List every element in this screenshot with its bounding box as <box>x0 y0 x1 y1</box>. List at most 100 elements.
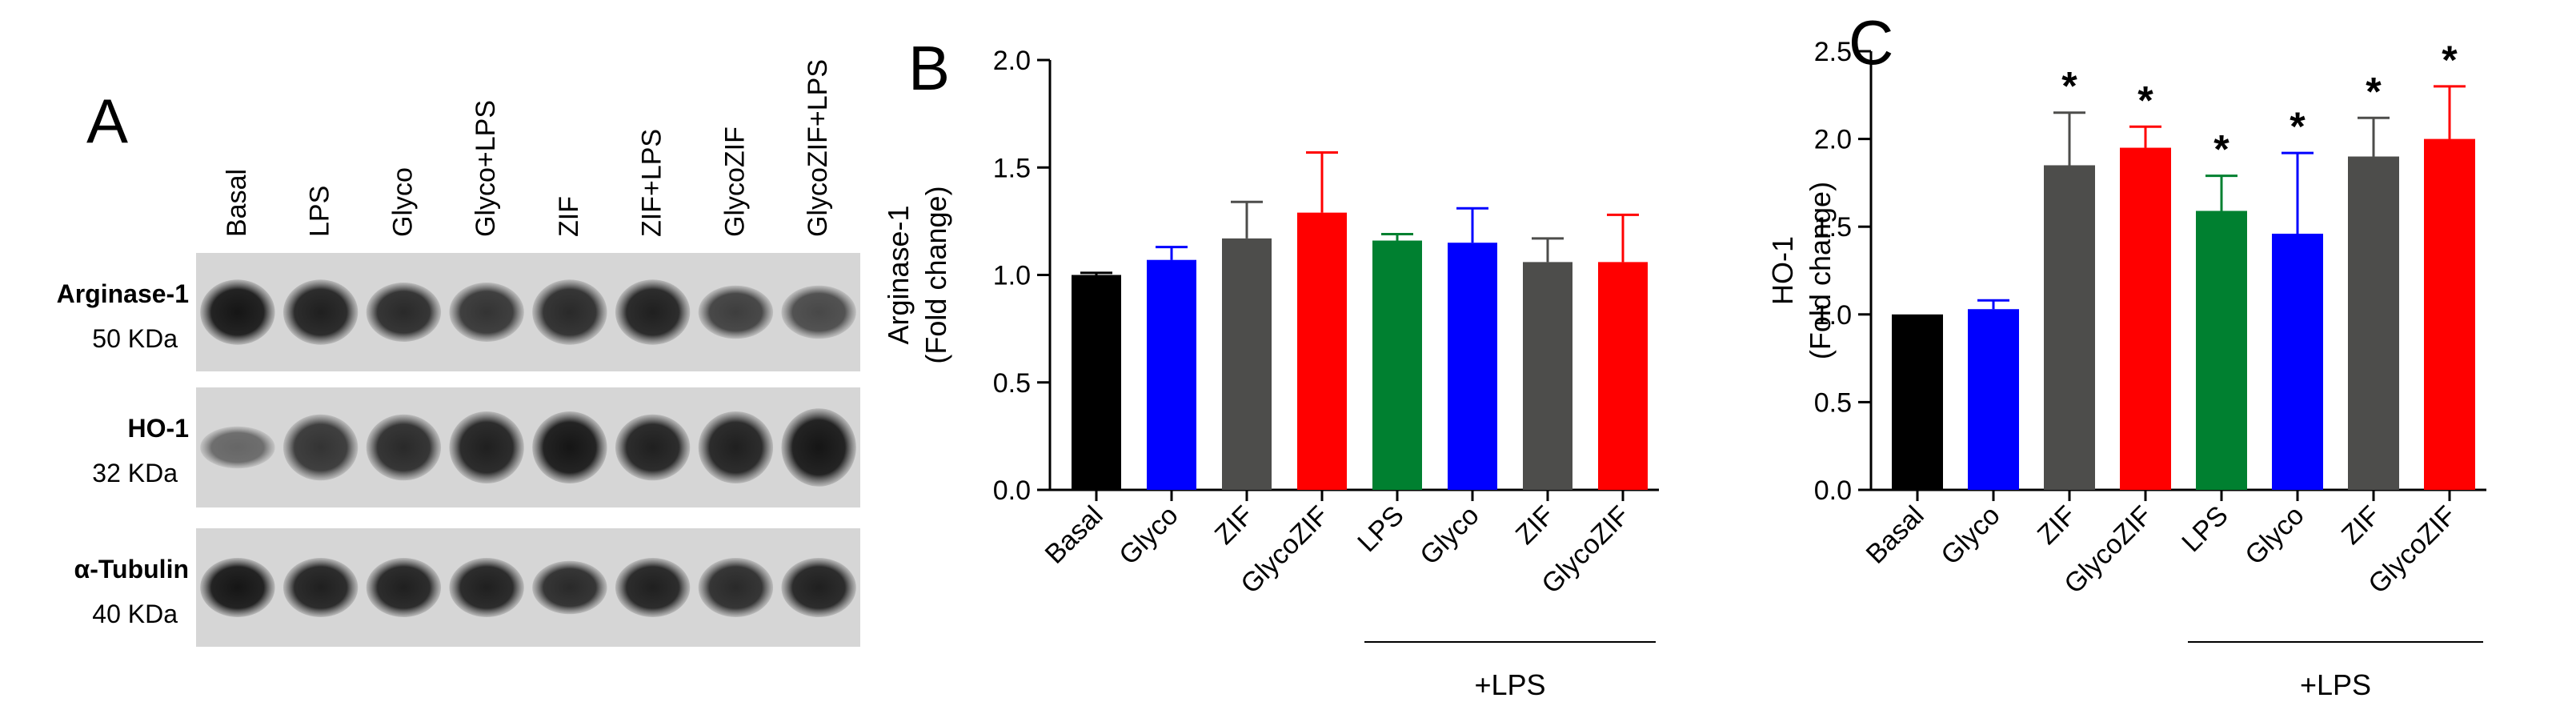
blot-band <box>282 279 359 345</box>
bar <box>2348 156 2399 490</box>
x-tick-label: Glyco <box>2239 500 2310 571</box>
bar <box>1222 238 1272 490</box>
x-tick-label: Glyco <box>1935 500 2005 571</box>
bar <box>1892 314 1943 490</box>
blot-band <box>781 558 856 617</box>
lane-label: Basal <box>222 169 252 237</box>
bar <box>2196 211 2247 490</box>
blot-band <box>698 411 774 483</box>
blot-molecular-weight: 50 KDa <box>92 324 178 353</box>
lane-label: GlycoZIF+LPS <box>803 59 833 237</box>
blot-band <box>449 558 524 617</box>
blot-band <box>615 414 691 481</box>
y-tick-label: 1.5 <box>993 153 1031 183</box>
blot-band <box>366 283 442 342</box>
ho1-chart: C 0.00.51.01.52.02.5HO-1 (Fold change)Bas… <box>1766 7 2486 701</box>
blot-protein-name: α-Tubulin <box>74 555 189 584</box>
arginase-chart: B 0.0 0.5 1.0 1.5 2.0 Arginase-1 (Fold change)… <box>882 33 1659 701</box>
blot-strip-2: α-Tubulin 40 KDa <box>74 528 860 647</box>
y-tick-label: 2.5 <box>1814 37 1852 67</box>
significance-marker: * <box>2213 127 2229 172</box>
x-tick-label: Glyco <box>1113 500 1184 571</box>
y-tick-label: 2.0 <box>1814 125 1852 155</box>
significance-marker: * <box>2061 64 2077 109</box>
x-tick-label: ZIF <box>1510 500 1560 551</box>
blot-band <box>615 558 691 617</box>
x-tick-label: Basal <box>1861 500 1930 570</box>
y-tick-label: 0.0 <box>993 475 1031 506</box>
blot-band <box>615 279 691 345</box>
bar <box>1448 243 1497 490</box>
blot-band <box>366 558 442 617</box>
bar <box>2044 165 2095 491</box>
bar <box>2424 138 2475 490</box>
y-tick-label: 0.0 <box>1814 475 1852 506</box>
y-tick-label: 0.5 <box>993 368 1031 399</box>
x-tick-label: Basal <box>1040 500 1109 570</box>
blot-band <box>532 560 607 615</box>
group-label: +LPS <box>1474 668 1545 701</box>
lane-label: Glyco <box>387 167 418 237</box>
x-tick-label: LPS <box>2176 500 2233 558</box>
blot-strip-0: Arginase-1 50 KDa <box>57 253 860 371</box>
lane-label: ZIF+LPS <box>637 129 667 237</box>
x-tick-label: ZIF <box>2032 500 2082 551</box>
blot-band <box>282 414 359 481</box>
lane-label: ZIF <box>554 196 584 237</box>
bar <box>1297 212 1347 490</box>
blot-strips: Arginase-1 50 KDa HO-1 32 KDa α-Tubulin 40 KD… <box>57 253 860 647</box>
y-axis-title: HO-1 <box>1766 236 1799 305</box>
blot-band <box>200 426 275 469</box>
bar <box>1523 262 1572 490</box>
y-tick-label: 2.0 <box>993 46 1031 76</box>
bar <box>1072 275 1121 490</box>
panel-label-a: A <box>86 86 128 156</box>
blot-band <box>449 283 524 342</box>
blot-band <box>366 414 442 481</box>
group-label: +LPS <box>2300 668 2371 701</box>
lane-label: Glyco+LPS <box>471 100 501 237</box>
x-tick-label: ZIF <box>1209 500 1260 551</box>
blot-strip-1: HO-1 32 KDa <box>92 387 860 507</box>
blot-band <box>698 558 774 617</box>
blot-band <box>781 285 856 339</box>
y-axis-subtitle: (Fold change) <box>919 186 952 363</box>
significance-marker: * <box>2366 69 2382 114</box>
y-axis-subtitle: (Fold change) <box>1804 182 1837 359</box>
lane-label: GlycoZIF <box>719 126 750 237</box>
blot-band <box>698 285 774 339</box>
bar <box>2272 233 2323 490</box>
x-tick-label: Glyco <box>1414 500 1484 571</box>
blot-band <box>200 279 275 345</box>
y-tick-label: 1.0 <box>993 261 1031 291</box>
bar <box>1372 240 1422 490</box>
significance-marker: * <box>2442 38 2458 82</box>
y-tick-label: 1.0 <box>1814 300 1852 331</box>
blot-band <box>449 411 524 483</box>
panel-label-b: B <box>908 33 950 103</box>
bar <box>1598 262 1648 490</box>
blot-band <box>532 411 607 483</box>
y-tick-label: 0.5 <box>1814 387 1852 418</box>
blot-molecular-weight: 40 KDa <box>92 600 178 628</box>
bar <box>2120 147 2171 490</box>
blot-band <box>781 408 856 487</box>
blot-molecular-weight: 32 KDa <box>92 459 178 487</box>
bar <box>1147 259 1196 490</box>
x-tick-label: ZIF <box>2336 500 2386 551</box>
lane-label: LPS <box>305 186 335 237</box>
significance-marker: * <box>2290 104 2306 149</box>
lane-labels: Basal LPS Glyco Glyco+LPS ZIF ZIF+LPS GlycoZIF… <box>222 59 833 237</box>
blot-band <box>200 558 275 617</box>
bar <box>1968 309 2019 490</box>
blot-band <box>282 558 359 617</box>
x-tick-label: LPS <box>1352 500 1409 558</box>
y-axis-title: Arginase-1 <box>882 205 915 344</box>
western-blot-panel: A Basal LPS Glyco Glyco+LPS ZIF ZIF+LPS GlycoZ… <box>57 59 860 647</box>
significance-marker: * <box>2137 78 2153 122</box>
blot-protein-name: HO-1 <box>128 414 189 443</box>
blot-band <box>532 279 607 345</box>
blot-protein-name: Arginase-1 <box>57 279 189 308</box>
y-tick-label: 1.5 <box>1814 212 1852 243</box>
